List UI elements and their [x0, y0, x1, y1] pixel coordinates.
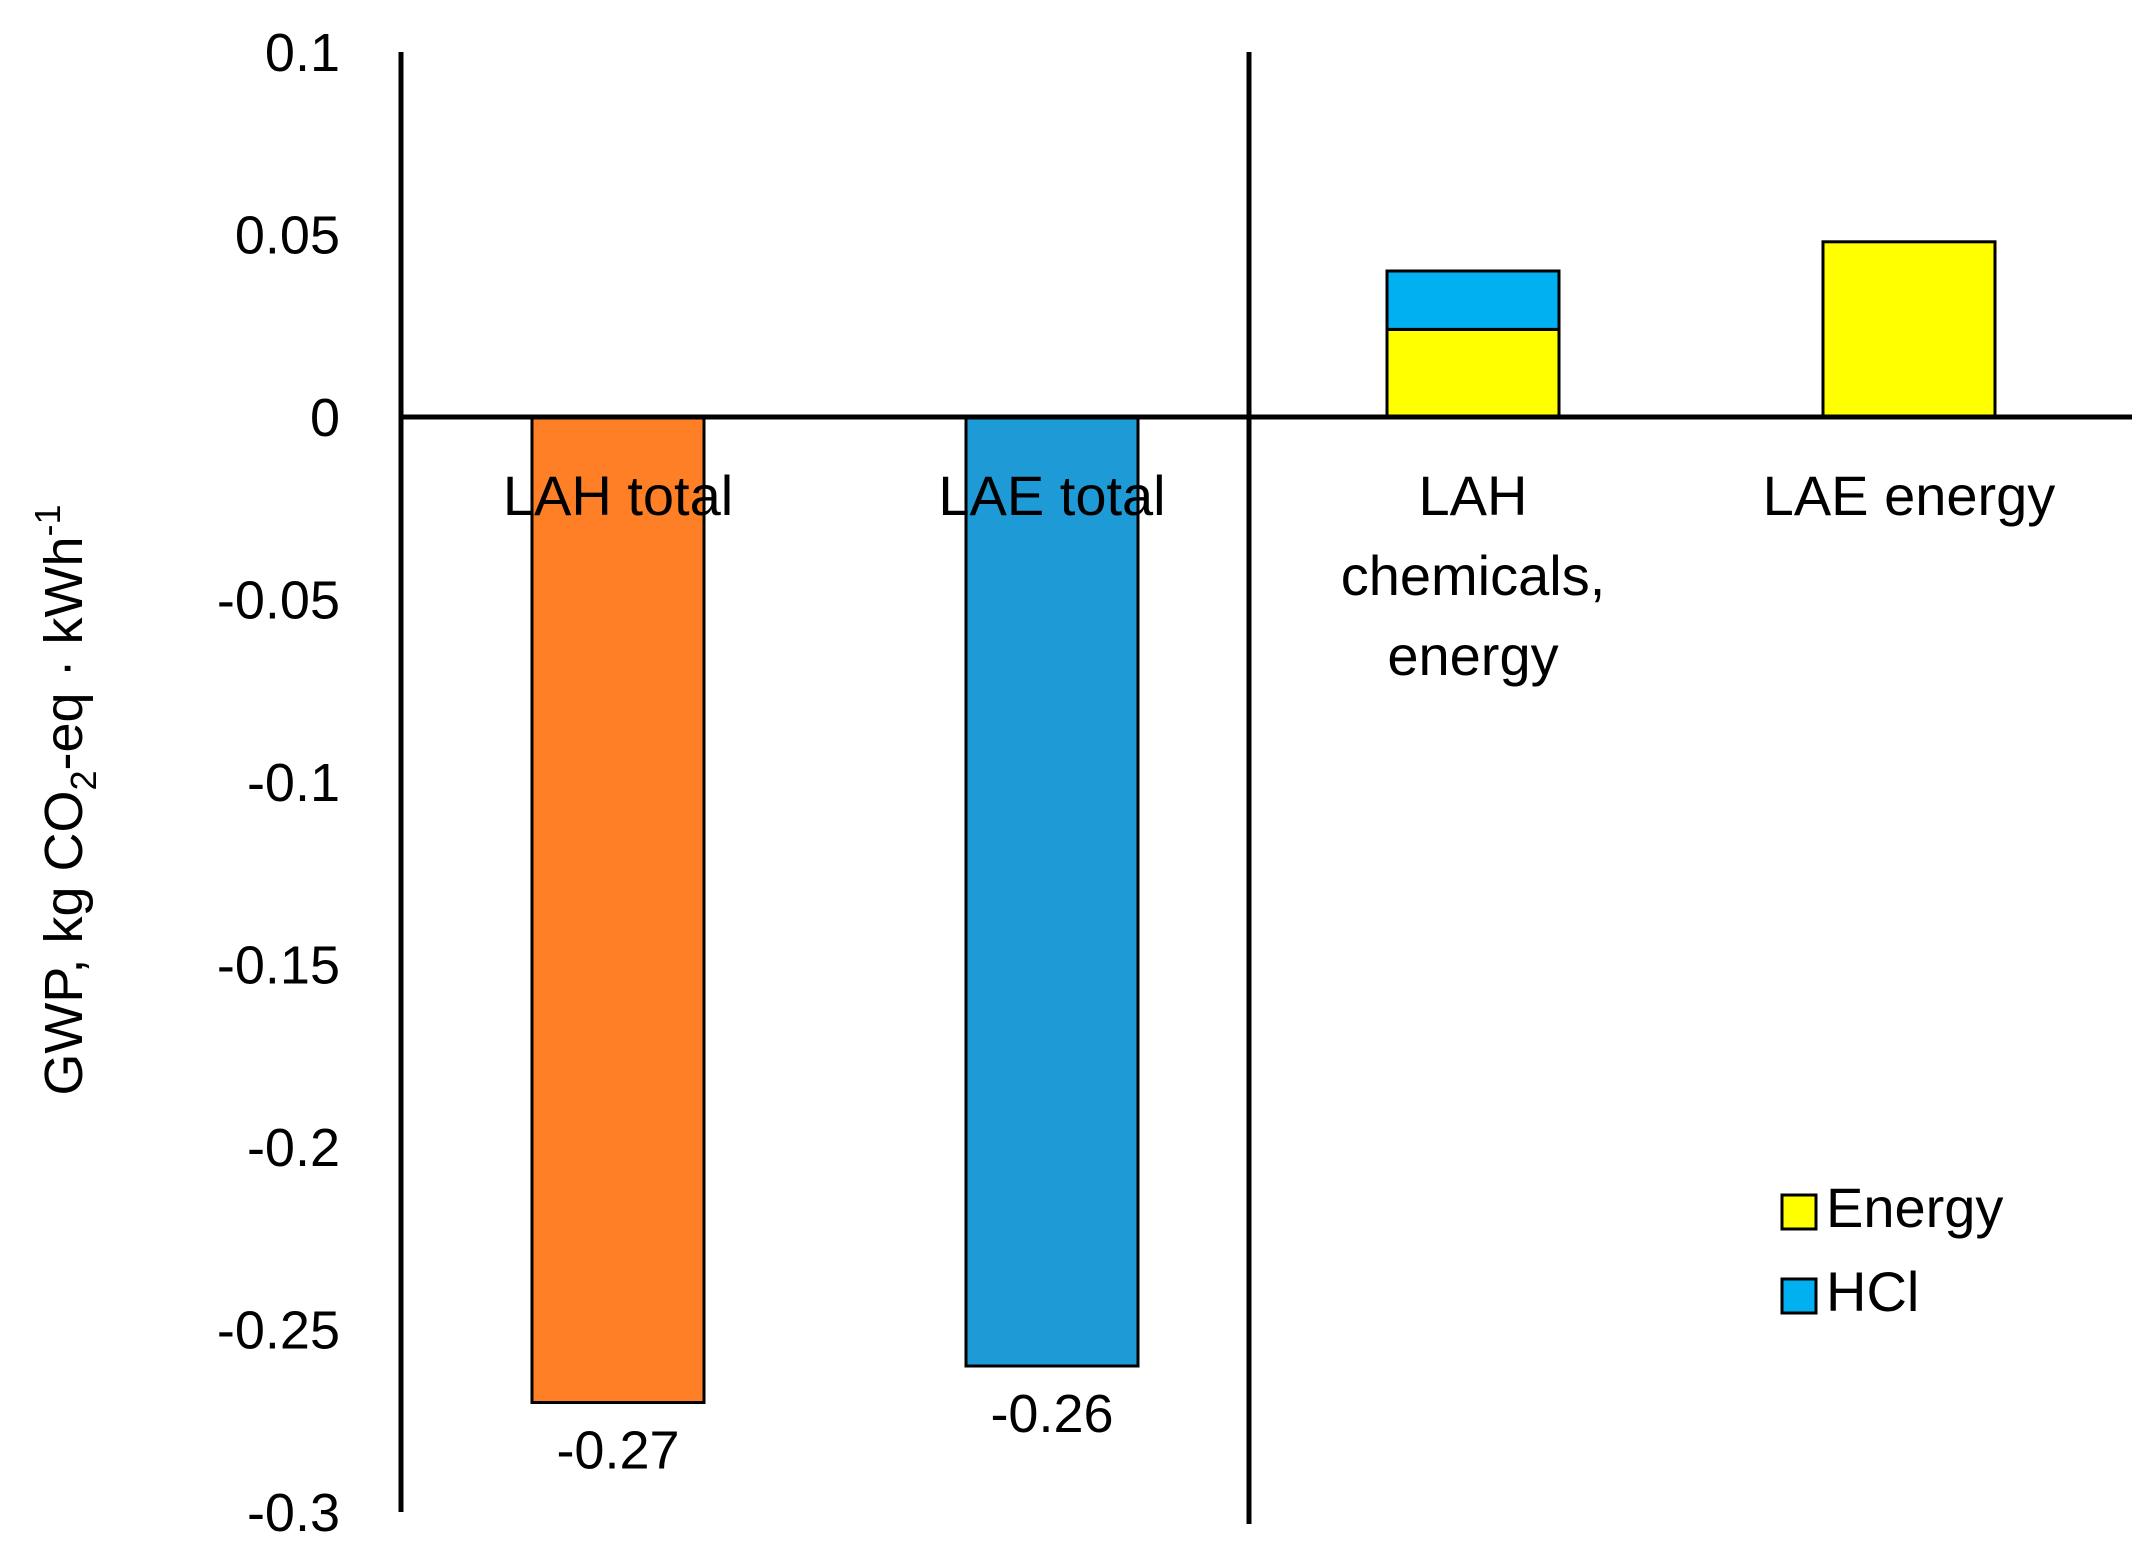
legend-swatch: [1780, 1277, 1818, 1315]
bar: [530, 415, 706, 1404]
legend-label: HCl: [1826, 1260, 1919, 1323]
stacked-bar-segment: [1385, 269, 1561, 331]
legend-label: Energy: [1826, 1176, 2003, 1239]
category-label: LAH: [1419, 464, 1528, 527]
y-axis-title: GWP, kg CO2-eq · kWh-1: [27, 504, 104, 1095]
y-axis-title-mid: -eq · kWh: [34, 536, 94, 770]
legend-swatch: [1780, 1193, 1818, 1231]
category-label: LAE energy: [1763, 464, 2056, 527]
bars: [530, 240, 1997, 1404]
y-axis-title-main: GWP, kg CO: [34, 791, 94, 1096]
stacked-bar-segment: [1821, 240, 1997, 419]
stacked-bar-segment: [1385, 327, 1561, 419]
legend: Energy HCl: [1780, 1176, 2003, 1323]
y-tick-label: -0.25: [217, 1301, 340, 1361]
y-tick-label: 0.05: [235, 206, 340, 266]
y-tick-label: -0.15: [217, 936, 340, 996]
category-label: chemicals,: [1341, 544, 1606, 607]
category-label: LAE total: [938, 464, 1165, 527]
y-tick-labels: 0.1 0.05 0 -0.05 -0.1 -0.15 -0.2 -0.25 -0.3: [217, 23, 340, 1543]
bar: [964, 415, 1140, 1368]
y-tick-label: 0: [310, 388, 340, 448]
y-tick-label: -0.2: [247, 1118, 340, 1178]
axes: [398, 52, 2132, 1524]
category-labels: LAH total LAE total LAH chemicals, energy LAE…: [503, 464, 2055, 687]
y-tick-label: -0.1: [247, 753, 340, 813]
y-axis-title-sub: 2: [63, 770, 104, 790]
y-tick-label: -0.3: [247, 1483, 340, 1543]
bar-value-label: -0.26: [990, 1384, 1113, 1444]
y-tick-label: -0.05: [217, 571, 340, 631]
category-label: LAH total: [503, 464, 733, 527]
category-label: energy: [1387, 624, 1558, 687]
data-labels: -0.27 -0.26: [556, 1384, 1113, 1481]
y-axis-title-sup: -1: [27, 504, 68, 536]
bar-value-label: -0.27: [556, 1421, 679, 1481]
y-tick-label: 0.1: [265, 23, 340, 83]
